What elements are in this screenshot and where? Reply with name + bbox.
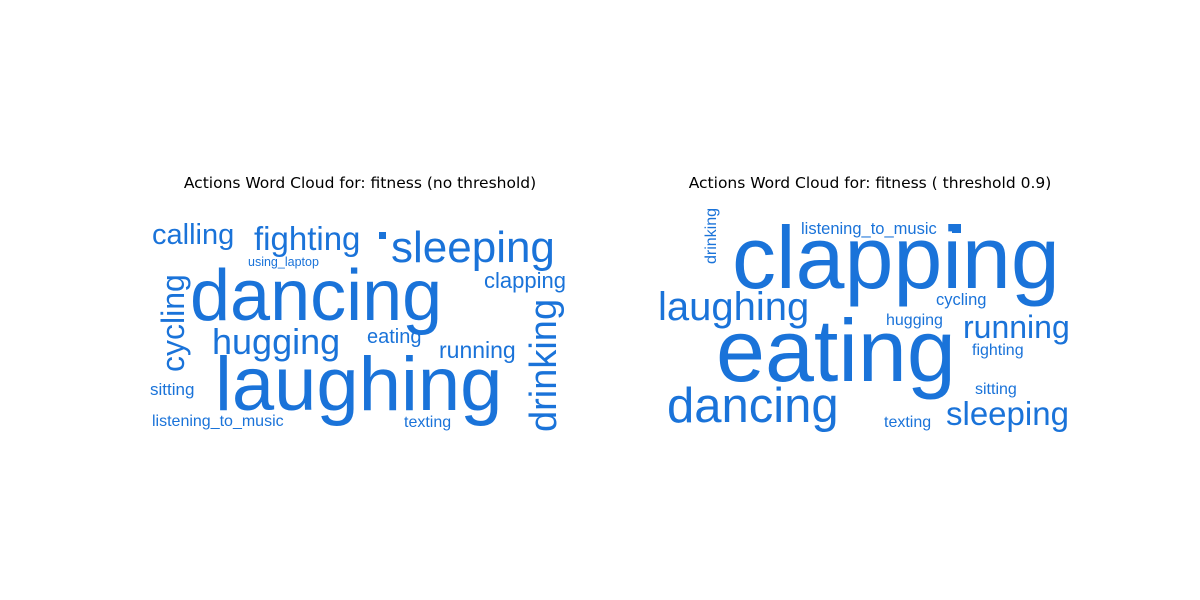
word-sitting: sitting — [975, 381, 1017, 398]
wordcloud-panel-no-threshold: Actions Word Cloud for: fitness (no thre… — [140, 172, 580, 432]
stray-mark — [952, 224, 961, 233]
word-sitting: sitting — [150, 380, 194, 399]
word-running: running — [963, 309, 1070, 345]
word-listening-to-music: listening_to_music — [152, 413, 284, 430]
panel-title: Actions Word Cloud for: fitness (no thre… — [183, 174, 537, 192]
word-texting: texting — [404, 414, 451, 431]
word-texting: texting — [884, 414, 931, 431]
word-drinking: drinking — [703, 208, 720, 264]
word-cycling: cycling — [936, 291, 986, 309]
word-listening-to-music: listening_to_music — [801, 220, 937, 238]
word-dancing: dancing — [667, 379, 839, 433]
panel-title: Actions Word Cloud for: fitness ( thresh… — [688, 174, 1052, 192]
word-using-laptop: using_laptop — [248, 255, 319, 269]
word-dancing: dancing — [190, 256, 442, 336]
word-calling: calling — [152, 219, 234, 251]
word-laughing: laughing — [215, 342, 502, 427]
word-drinking: drinking — [523, 299, 565, 432]
word-cycling: cycling — [155, 274, 191, 372]
word-sleeping: sleeping — [391, 223, 555, 272]
word-clapping: clapping — [484, 268, 566, 293]
word-sleeping: sleeping — [946, 395, 1069, 432]
word-eating: eating — [716, 301, 956, 400]
word-cloud: clapping eating dancing laughing running slee… — [650, 196, 1090, 433]
word-fighting: fighting — [254, 220, 360, 257]
wordcloud-panel-threshold: Actions Word Cloud for: fitness ( thresh… — [650, 172, 1090, 433]
stray-mark — [379, 232, 386, 239]
word-running: running — [439, 337, 516, 363]
word-clapping: clapping — [732, 208, 1060, 307]
word-fighting: fighting — [972, 342, 1024, 359]
word-hugging: hugging — [886, 312, 943, 329]
word-cloud: laughing dancing sleeping fighting calling hu… — [140, 196, 580, 432]
word-laughing: laughing — [658, 285, 809, 329]
word-eating: eating — [367, 326, 422, 348]
word-hugging: hugging — [212, 321, 340, 362]
